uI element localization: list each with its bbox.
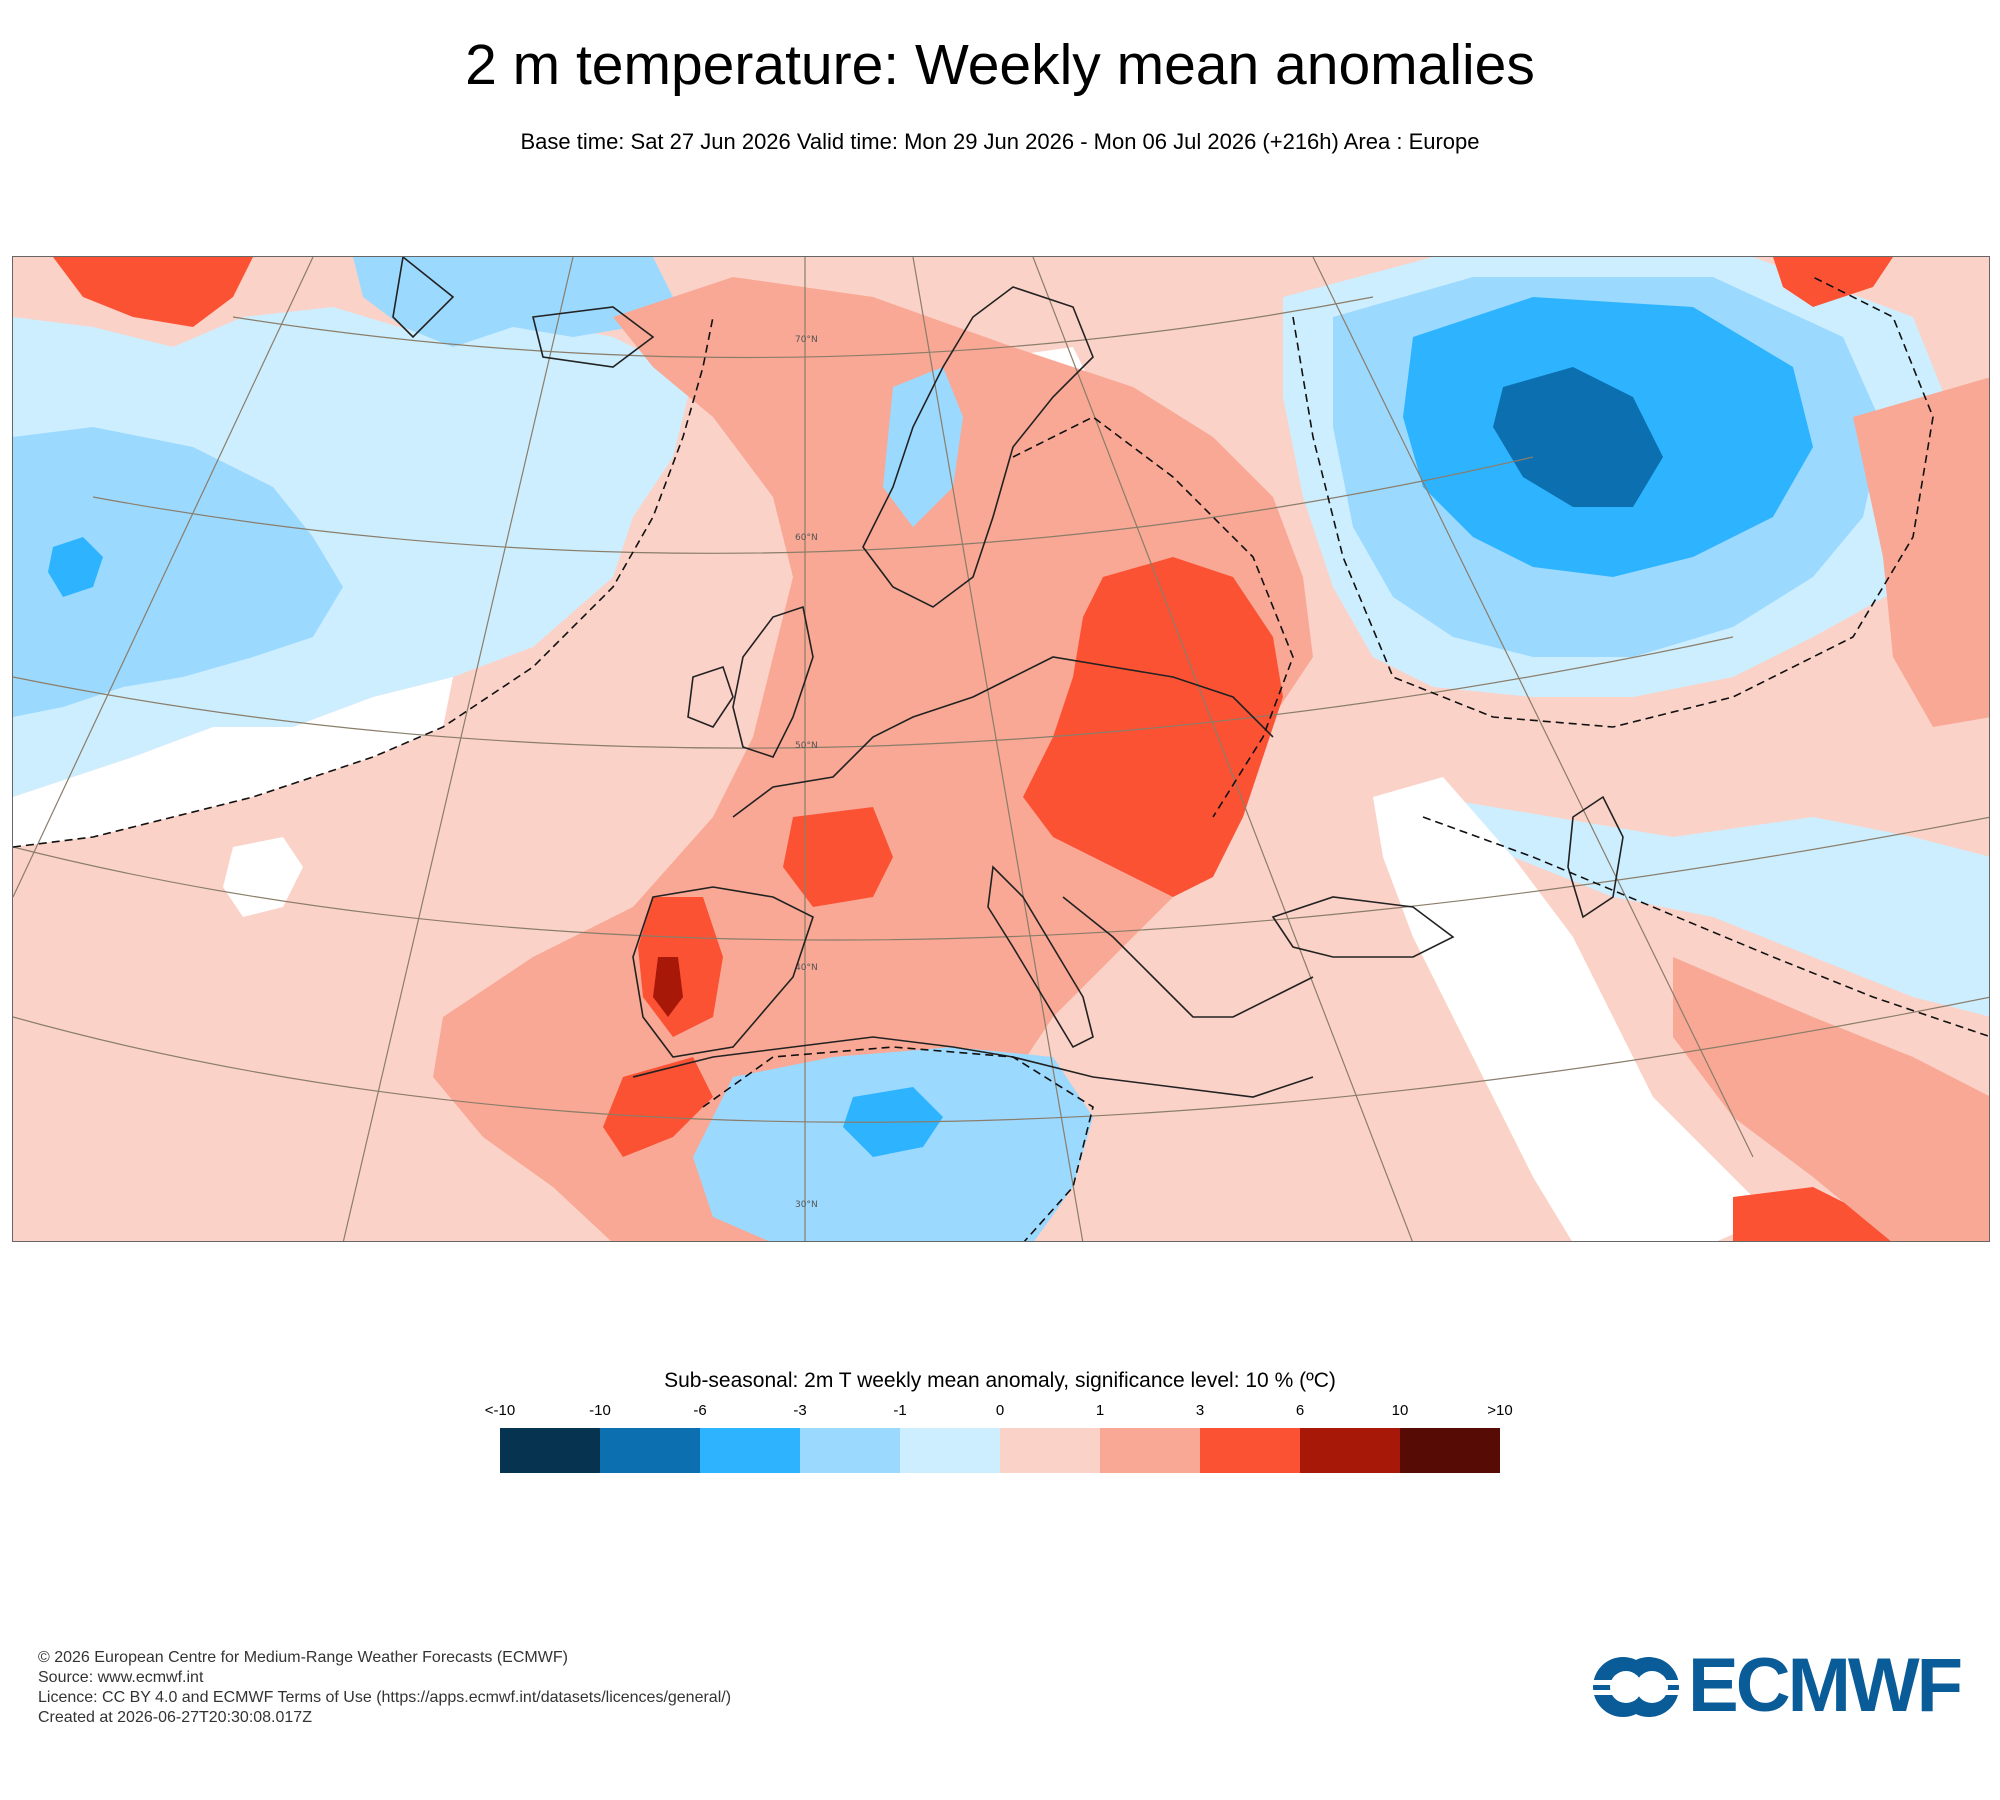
france-warm-patch	[783, 807, 893, 907]
meridian-e10	[912, 257, 1084, 1241]
sig-contour-europe	[1012, 416, 1294, 818]
italy-coast	[987, 865, 1094, 1049]
iberia-very-warm-core	[653, 957, 683, 1017]
legend-tick: 6	[1295, 1402, 1305, 1419]
chart-title: 2 m temperature: Weekly mean anomalies	[465, 33, 1535, 97]
legend-tick: 1	[1095, 1402, 1105, 1419]
black-sea-coast	[1271, 896, 1455, 958]
lat-label-70: 70°N	[795, 335, 818, 345]
sig-contour-east	[1422, 816, 1989, 1038]
greenland-coast	[392, 257, 455, 339]
near-zero-band-atlantic	[13, 677, 453, 847]
significance-contours	[13, 276, 1989, 1241]
sig-contour-africa	[702, 1046, 1094, 1241]
legend-ticks: <-10 -10 -6 -3 -1 0 1 3 6 10 >10	[0, 1402, 2000, 1422]
sig-contour-atlantic	[13, 316, 714, 848]
parallel-40n	[13, 816, 1989, 941]
atlantic-cool-patch	[48, 537, 103, 597]
east-near-zero	[1373, 777, 1773, 1241]
iceland-coast	[532, 306, 655, 368]
sig-contour-russia	[1292, 276, 1934, 728]
greenland-cool-anomaly	[353, 257, 673, 347]
legend-tick: 3	[1195, 1402, 1205, 1419]
parallel-50n	[13, 636, 1734, 749]
near-zero-patch-west	[223, 837, 303, 917]
scandinavia-coast	[862, 286, 1094, 608]
southeast-warm-patch	[1733, 1187, 1892, 1241]
legend-swatch	[700, 1428, 800, 1473]
meridian-w20	[13, 257, 314, 898]
british-isles-coast	[732, 605, 814, 758]
continental-europe-coast	[732, 656, 1274, 818]
meridian-w10	[342, 257, 574, 1241]
footer-licence: Licence: CC BY 4.0 and ECMWF Terms of Us…	[38, 1689, 732, 1706]
parallel-60n	[92, 456, 1534, 554]
legend-color-bar	[500, 1428, 1500, 1473]
map-svg: 70°N 60°N 50°N 40°N 30°N	[13, 257, 1989, 1241]
northeast-warm-patch	[1773, 257, 1893, 307]
northwest-africa-warm	[603, 1057, 713, 1157]
caspian-coast	[1567, 795, 1624, 919]
lat-label-60: 60°N	[795, 533, 818, 543]
central-europe-strong-warm	[1023, 557, 1283, 897]
legend-swatch	[1000, 1428, 1100, 1473]
latitude-labels: 70°N 60°N 50°N 40°N 30°N	[795, 335, 818, 1210]
footer-created: Created at 2026-06-27T20:30:08.017Z	[38, 1709, 312, 1726]
ecmwf-logo: ECMWF	[1590, 1646, 1963, 1726]
north-cap-warm-patch	[53, 257, 253, 327]
legend-tick: 0	[995, 1402, 1005, 1419]
chart-subtitle: Base time: Sat 27 Jun 2026 Valid time: M…	[520, 129, 1480, 154]
legend-swatch	[1300, 1428, 1400, 1473]
legend-tick: >10	[1487, 1402, 1513, 1419]
legend-swatch	[600, 1428, 700, 1473]
middle-east-warm-region	[1673, 957, 1989, 1241]
russia-cool-anomaly-core	[1493, 367, 1663, 507]
east-warm-region	[1853, 377, 1989, 727]
graticule	[13, 257, 1989, 1241]
ecmwf-logo-mark-icon	[1590, 1657, 1682, 1717]
footer-copyright: © 2026 European Centre for Medium-Range …	[38, 1649, 568, 1666]
legend-swatch	[1100, 1428, 1200, 1473]
lat-label-40: 40°N	[795, 963, 818, 973]
legend-title: Sub-seasonal: 2m T weekly mean anomaly, …	[664, 1369, 1336, 1392]
east-cool-band	[1433, 797, 1989, 1017]
legend-swatch	[900, 1428, 1000, 1473]
coastlines	[392, 257, 1624, 1098]
balkans-coast	[1062, 896, 1314, 1018]
iberia-coast	[632, 886, 814, 1058]
ireland-coast	[687, 665, 734, 728]
temperature-anomaly-map: 70°N 60°N 50°N 40°N 30°N	[12, 256, 1990, 1242]
lat-label-50: 50°N	[795, 741, 818, 751]
legend-swatch	[800, 1428, 900, 1473]
footer: © 2026 European Centre for Medium-Range …	[38, 1648, 731, 1728]
parallel-70n	[232, 296, 1374, 359]
legend-swatch	[1400, 1428, 1500, 1473]
meridian-e20	[1032, 257, 1413, 1241]
norway-cool-anomaly	[883, 367, 963, 527]
legend-tick: -1	[893, 1402, 907, 1419]
legend-swatch	[1200, 1428, 1300, 1473]
legend-tick: -3	[793, 1402, 807, 1419]
meridian-e30	[1312, 257, 1754, 1158]
legend-tick: -10	[589, 1402, 611, 1419]
north-atlantic-medium-cool-anomaly	[13, 427, 343, 717]
ecmwf-logo-text: ECMWF	[1688, 1643, 1963, 1728]
north-africa-coast	[632, 1036, 1314, 1098]
footer-source: Source: www.ecmwf.int	[38, 1669, 204, 1686]
legend-tick: -6	[693, 1402, 707, 1419]
legend-swatch	[500, 1428, 600, 1473]
legend-tick: 10	[1391, 1402, 1409, 1419]
legend-tick: <-10	[484, 1402, 516, 1419]
lat-label-30: 30°N	[795, 1200, 818, 1210]
parallel-30n	[13, 996, 1989, 1123]
